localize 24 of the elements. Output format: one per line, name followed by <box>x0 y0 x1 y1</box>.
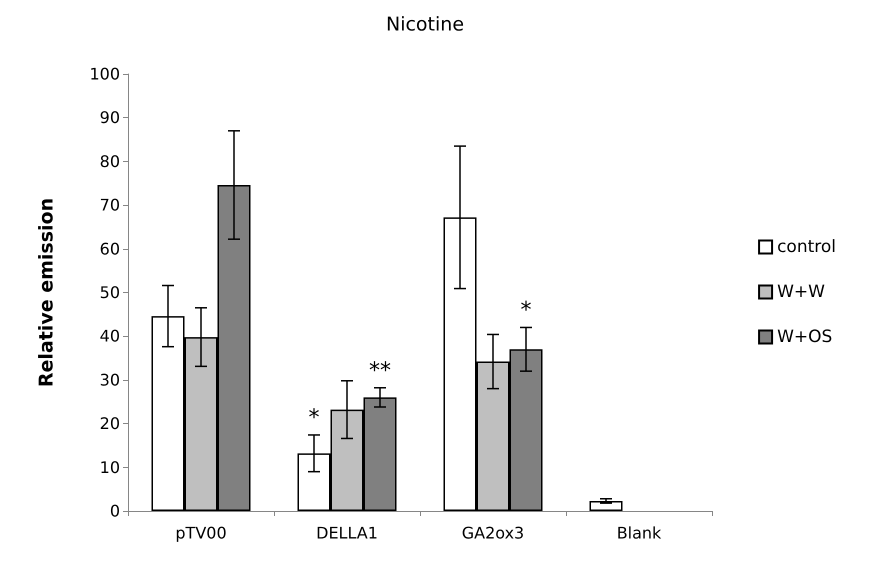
x-tick-label: Blank <box>616 524 662 542</box>
y-tick-label: 0 <box>110 502 120 520</box>
x-tick-label: DELLA1 <box>316 524 378 542</box>
y-axis-title: Relative emission <box>36 198 58 388</box>
y-tick-label: 100 <box>89 64 120 84</box>
legend-label: control <box>777 237 836 257</box>
y-tick-label: 30 <box>100 370 120 390</box>
y-tick-label: 40 <box>100 326 120 346</box>
annotation: * <box>308 405 320 430</box>
legend-label: W+W <box>777 282 826 302</box>
y-tick-label: 10 <box>100 458 120 477</box>
legend-label: W+OS <box>777 327 832 347</box>
annotation: * <box>520 298 532 323</box>
y-tick-label: 90 <box>100 108 120 128</box>
annotation: ** <box>369 358 391 384</box>
x-tick-label: pTV00 <box>175 524 227 542</box>
y-tick-label: 70 <box>100 196 120 215</box>
y-tick-label: 60 <box>100 239 120 258</box>
y-tick-label: 20 <box>100 414 120 434</box>
y-tick-label: 80 <box>100 152 120 171</box>
chart-title: Nicotine <box>386 14 464 36</box>
bar <box>590 500 622 511</box>
x-tick-label: GA2ox3 <box>462 524 524 542</box>
y-tick-label: 50 <box>100 283 120 302</box>
